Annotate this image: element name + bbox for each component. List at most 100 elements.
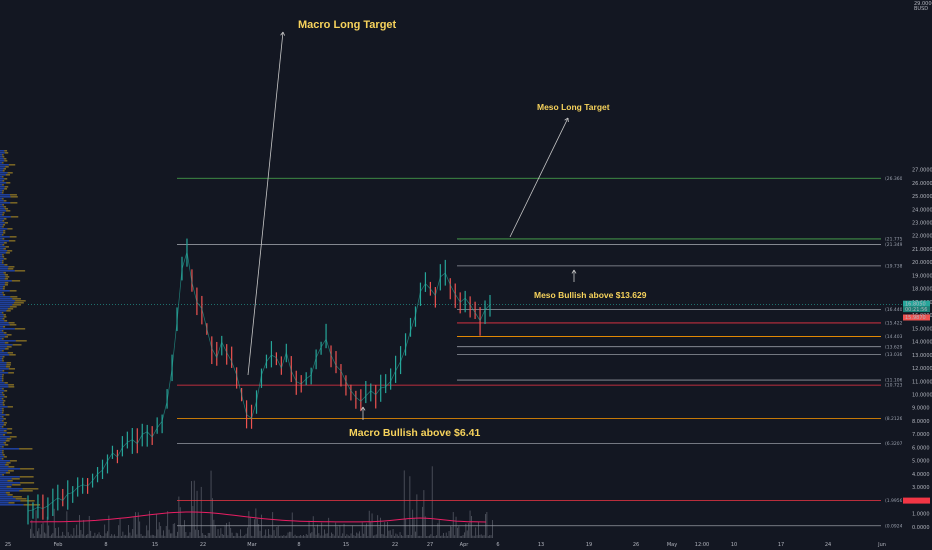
volume-profile-bar (2, 450, 4, 452)
volume-bar (259, 530, 261, 538)
volume-bar (394, 535, 395, 538)
price-tick: 19.0000 (912, 273, 932, 279)
volume-profile-bar (0, 196, 11, 198)
time-axis[interactable]: 25 Feb 8 15 22 Mar 8 15 22 27 Apr 6 13 19 26 May 12:00 10… (0, 540, 932, 550)
volume-profile-bar (2, 176, 4, 178)
volume-profile-bar (2, 388, 4, 390)
volume-bar (388, 530, 390, 538)
volume-bar (156, 514, 157, 538)
volume-bar (66, 511, 68, 538)
volume-profile-bar (0, 358, 3, 360)
volume-profile-bar (0, 398, 3, 400)
volume-profile-bar (2, 452, 4, 454)
volume-bar (268, 528, 269, 538)
volume-bar (142, 535, 143, 538)
volume-bar (408, 535, 409, 538)
time-tick: 15 (343, 542, 349, 548)
volume-bar (437, 523, 439, 538)
volume-profile-bar (2, 198, 4, 200)
volume-profile-bar (12, 298, 21, 300)
level-label: (16.4400) (885, 307, 907, 313)
volume-bar (79, 515, 80, 538)
volume-bar (214, 524, 216, 538)
volume-profile-bar (20, 482, 35, 484)
volume-bar (289, 531, 290, 538)
volume-profile-bar (2, 154, 4, 156)
volume-profile-bar (4, 342, 9, 344)
volume-bar (294, 534, 296, 538)
volume-bar (454, 535, 456, 538)
volume-bar (373, 535, 374, 538)
volume-bar (410, 535, 412, 538)
volume-profile-bar (7, 172, 13, 174)
price-tick: 26.0000 (912, 181, 932, 187)
volume-profile-bar (0, 218, 4, 220)
volume-bar (342, 533, 344, 538)
price-series[interactable] (27, 238, 491, 525)
volume-profile-bar (4, 150, 8, 152)
volume-bar (363, 533, 365, 538)
axis-corner: 29.0000BUSD (914, 1, 932, 12)
volume-bar (333, 535, 335, 538)
price-tick: 21.0000 (912, 247, 932, 253)
volume-profile-bar (15, 300, 26, 302)
volume-bar (403, 470, 405, 538)
volume-profile-bar (5, 166, 9, 168)
time-tick: 25 (5, 542, 11, 548)
volume-bar (247, 527, 248, 538)
volume-profile-bar (0, 150, 5, 152)
volume-bar (249, 517, 251, 538)
volume-profile-bar (0, 370, 3, 372)
time-tick: 27 (427, 542, 433, 548)
volume-bar (241, 535, 243, 538)
volume-bar (76, 524, 78, 538)
volume-profile-bar (4, 390, 8, 392)
volume-bar (143, 535, 145, 538)
corner-label: BUSD (914, 6, 928, 12)
volume-bar (46, 516, 48, 538)
volume-profile-bar (2, 398, 4, 400)
volume-bar (415, 531, 416, 538)
volume-profile-bar (0, 478, 12, 480)
volume-profile-bar (0, 178, 5, 180)
volume-bar (462, 535, 464, 538)
volume-profile-bar (0, 214, 3, 216)
volume-profile-bar (3, 314, 6, 316)
volume-bar (353, 535, 355, 538)
meso-long-target-label: Meso Long Target (537, 102, 610, 112)
volume-profile-bar (0, 192, 3, 194)
volume-profile-bar (0, 470, 9, 472)
volume-bar (422, 506, 423, 538)
volume-profile-bar (0, 244, 3, 246)
volume-profile-bar (0, 162, 3, 164)
volume-profile-bar (0, 202, 11, 204)
volume-bar (48, 525, 50, 538)
volume-bar (321, 522, 323, 538)
volume-bar (69, 535, 71, 538)
volume-bar (318, 533, 320, 538)
volume-bar (189, 532, 191, 538)
volume-profile-bar (0, 360, 3, 362)
volume-profile-bar (3, 272, 6, 274)
price-axis[interactable]: 27.0000 26.0000 25.0000 24.0000 23.0000 22.00… (902, 0, 932, 542)
volume-bar (139, 521, 141, 538)
volume-profile-bar (0, 382, 5, 384)
time-tick: 10 (731, 542, 737, 548)
volume-bar (291, 512, 293, 538)
volume-profile-bar (0, 228, 8, 230)
meso-bullish-arrow-head (571, 269, 577, 274)
time-tick: 13 (538, 542, 544, 548)
time-tick: 6 (496, 542, 499, 548)
volume-profile-bar (2, 380, 4, 382)
volume-profile-bar (0, 250, 8, 252)
volume-profile-bar (0, 184, 3, 186)
volume-bar (305, 534, 307, 538)
price-line[interactable] (27, 251, 491, 512)
volume-profile-bar (0, 456, 5, 458)
volume-profile-bar (4, 278, 8, 280)
volume-bar (95, 535, 97, 538)
volume-profile-bar (2, 212, 5, 214)
volume-profile-bar (0, 374, 3, 376)
volume-bar (119, 518, 121, 538)
